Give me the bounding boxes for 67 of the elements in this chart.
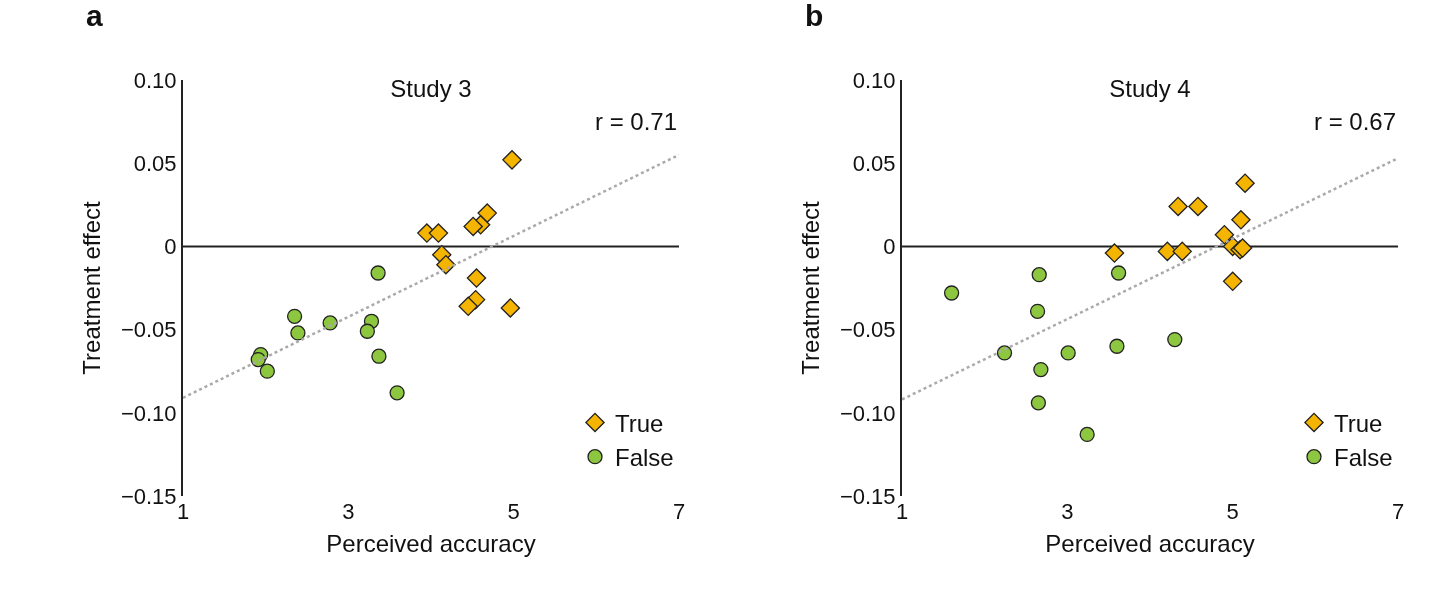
point (463, 216, 483, 237)
point (259, 363, 275, 379)
point (1157, 241, 1178, 262)
point (943, 285, 960, 301)
x-tick-label: 7 (1391, 499, 1405, 524)
y-tick-label: 0 (883, 234, 896, 260)
text: b (805, 0, 824, 32)
x-tick-label: 1 (895, 499, 909, 524)
point (1231, 210, 1251, 230)
point (1030, 395, 1047, 411)
x-tick-label: 3 (1061, 499, 1074, 524)
point (1214, 225, 1235, 245)
point (502, 150, 522, 170)
legend-label: True (1334, 409, 1383, 437)
y-tick-label: 0 (164, 234, 177, 260)
y-tick-label: −0.05 (120, 317, 177, 343)
point (370, 265, 386, 281)
x-tick-label: 5 (1226, 499, 1239, 524)
y-tick-label: −0.05 (839, 317, 896, 343)
point (466, 268, 487, 288)
point (1168, 196, 1188, 217)
legend-label: False (615, 444, 674, 472)
point (1060, 345, 1076, 361)
point (359, 323, 375, 339)
y-tick-label: 0.10 (133, 67, 177, 93)
x-axis-title: Perceived accuracy (1045, 530, 1255, 558)
annotation: r = 0.71 (595, 108, 678, 135)
x-tick-label: 5 (507, 499, 520, 524)
point (1031, 267, 1047, 283)
y-axis-title: Treatment effect (796, 200, 824, 375)
x-tick-label: 3 (342, 499, 355, 524)
point (1188, 196, 1208, 217)
point (458, 296, 478, 317)
point (1109, 338, 1125, 354)
point (1167, 331, 1183, 348)
x-tick-label: 7 (672, 499, 686, 524)
point (1079, 426, 1095, 443)
point (500, 298, 521, 318)
point (1104, 243, 1125, 263)
y-tick-label: −0.10 (839, 400, 896, 426)
point (371, 348, 387, 364)
point (428, 223, 449, 243)
y-tick-label: −0.15 (120, 483, 177, 509)
y-tick-label: 0.05 (852, 150, 896, 176)
x-axis-title: Perceived accuracy (326, 530, 536, 558)
y-tick-label: 0.10 (852, 67, 896, 93)
x-tick-label: 1 (176, 499, 190, 524)
point (389, 385, 405, 401)
point (1110, 265, 1127, 281)
legend-label: False (1334, 444, 1393, 472)
point (1172, 241, 1192, 262)
y-axis-title: Treatment effect (77, 200, 105, 375)
annotation: r = 0.67 (1314, 108, 1397, 135)
chart-title: Study 3 (390, 74, 472, 102)
y-tick-label: −0.15 (839, 483, 896, 509)
y-tick-label: −0.10 (120, 400, 177, 426)
text: a (86, 0, 103, 32)
point (290, 325, 306, 341)
chart-title: Study 4 (1109, 74, 1191, 102)
y-tick-label: 0.05 (133, 150, 177, 176)
point (286, 308, 303, 324)
point (1222, 271, 1243, 292)
point (1029, 303, 1046, 319)
legend-label: True (615, 409, 664, 437)
point (1033, 361, 1049, 378)
point (1235, 173, 1255, 193)
point (477, 203, 497, 223)
